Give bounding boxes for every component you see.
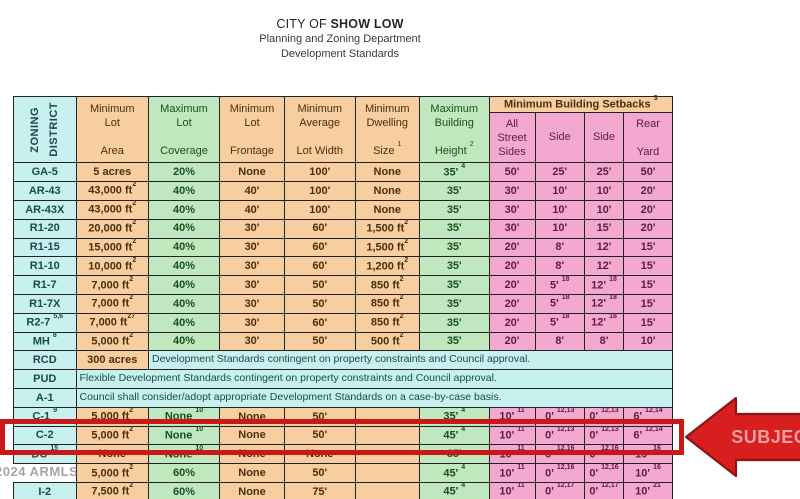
svg-text:SUBJECT: SUBJECT bbox=[731, 427, 800, 447]
